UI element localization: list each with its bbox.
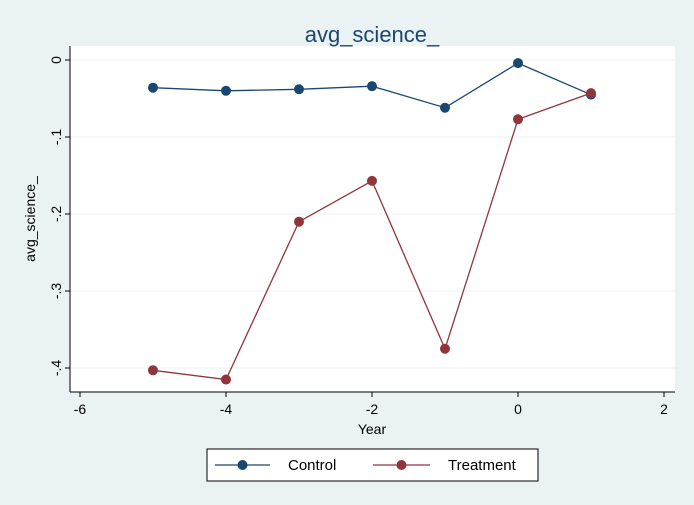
x-tick-label: -2	[366, 401, 379, 417]
data-point-control	[440, 102, 450, 113]
data-point-control	[294, 84, 304, 95]
legend-marker-control	[237, 460, 248, 470]
data-point-treatment	[148, 365, 158, 376]
data-point-treatment	[221, 374, 231, 385]
data-point-control	[221, 85, 231, 96]
plot-area	[70, 46, 675, 392]
axes: 0 -.1 -.2 -.3 -.4 -6 -4 -2 0 2	[48, 46, 675, 417]
y-tick-label: -.3	[48, 283, 64, 300]
legend: Control Treatment	[206, 448, 539, 482]
chart-title: avg_science_	[305, 22, 440, 47]
x-tick-label: 0	[514, 401, 522, 417]
data-point-treatment	[586, 88, 596, 99]
x-axis-title: Year	[358, 421, 387, 437]
x-tick-label: -6	[74, 401, 87, 417]
legend-label-control: Control	[288, 457, 336, 474]
y-axis-title: avg_science_	[22, 176, 38, 262]
data-point-treatment	[513, 114, 523, 125]
legend-marker-treatment	[396, 460, 407, 470]
y-tick-label: -.2	[48, 206, 64, 223]
data-point-treatment	[367, 175, 377, 186]
grid	[70, 59, 675, 369]
y-tick-label: -.4	[48, 360, 64, 377]
x-tick-label: -4	[220, 401, 233, 417]
data-point-control	[148, 82, 158, 93]
x-tick-label: 2	[660, 401, 668, 417]
series-layer	[148, 58, 596, 385]
data-point-treatment	[294, 216, 304, 227]
data-point-control	[367, 81, 377, 92]
data-point-treatment	[440, 343, 450, 354]
y-tick-label: -.1	[48, 129, 64, 146]
y-tick-label: 0	[48, 56, 64, 64]
legend-label-treatment: Treatment	[448, 457, 517, 474]
data-point-control	[513, 58, 523, 69]
